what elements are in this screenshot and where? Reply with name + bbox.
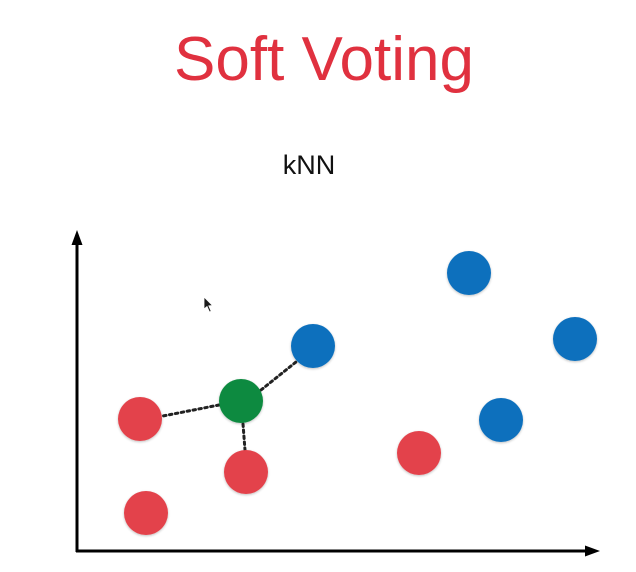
red-point	[224, 450, 268, 494]
neighbor-link-red-left	[161, 403, 221, 418]
data-points	[118, 251, 597, 535]
blue-point	[291, 324, 335, 368]
neighbor-links	[161, 360, 298, 452]
neighbor-link-red-below	[241, 422, 247, 452]
neighbor-link-blue	[259, 360, 298, 392]
axes	[71, 230, 600, 557]
red-point	[118, 397, 162, 441]
red-point	[397, 431, 441, 475]
blue-point	[479, 398, 523, 442]
slide-title: Soft Voting	[174, 25, 474, 94]
x-axis-arrowhead	[585, 545, 600, 557]
blue-point	[447, 251, 491, 295]
query-point	[219, 379, 263, 423]
y-axis-arrowhead	[71, 230, 83, 245]
diagram-subtitle: kNN	[282, 150, 336, 180]
mouse-pointer-icon	[203, 296, 214, 313]
blue-point	[553, 317, 597, 361]
red-point	[124, 491, 168, 535]
